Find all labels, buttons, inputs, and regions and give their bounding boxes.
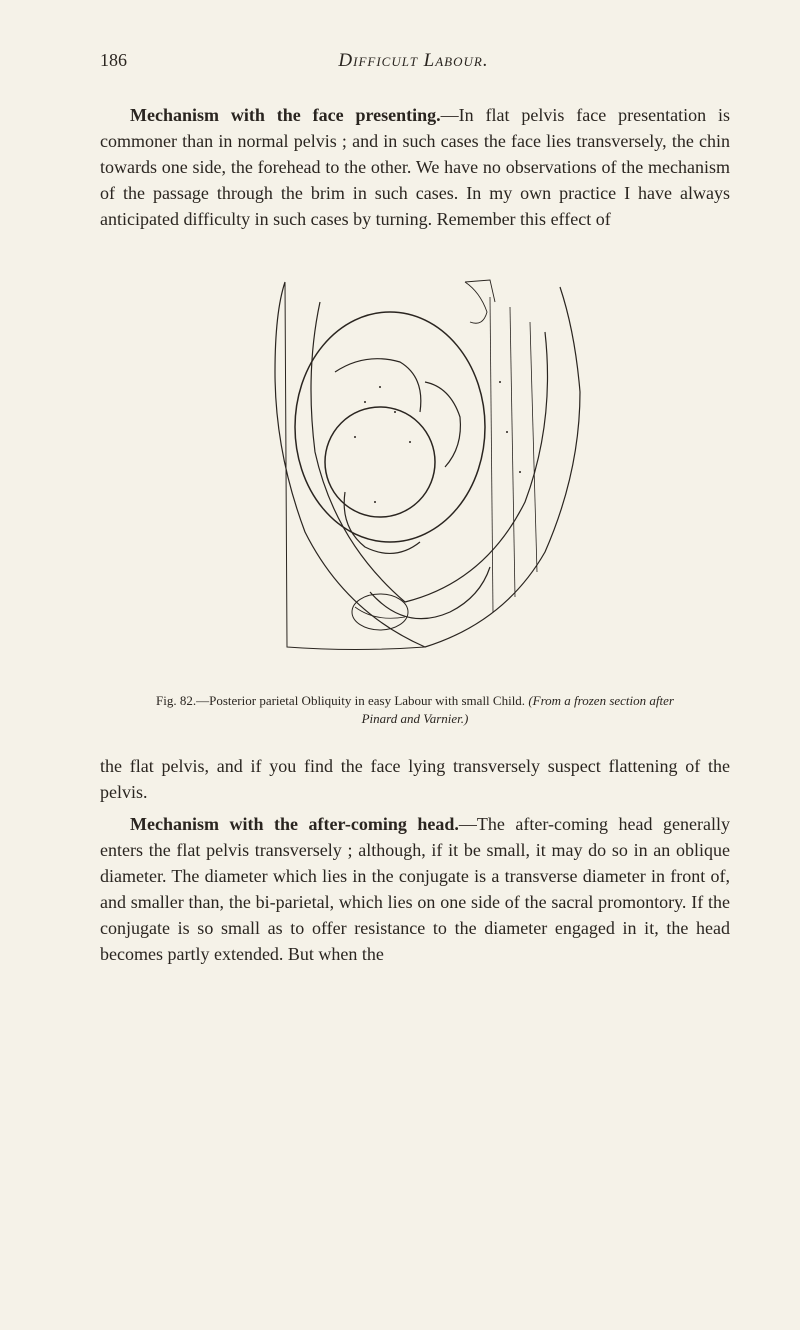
paragraph-3-text: —The after-coming head generally enters … (100, 814, 730, 964)
page-content: 186 Difficult Labour. Mechanism with the… (0, 0, 800, 1013)
header-title: Difficult Labour. (338, 50, 488, 72)
paragraph-3: Mechanism with the after-coming head.—Th… (100, 811, 730, 968)
figure-caption: Fig. 82.—Posterior parietal Obliquity in… (140, 692, 690, 727)
paragraph-2-text: the flat pelvis, and if you find the fac… (100, 756, 730, 802)
body-text-block-2: the flat pelvis, and if you find the fac… (100, 753, 730, 968)
paragraph-3-lead: Mechanism with the after-coming head. (130, 814, 459, 834)
figure-container (100, 252, 730, 677)
body-text-block: Mechanism with the face presenting.—In f… (100, 102, 730, 232)
page-header: 186 Difficult Labour. (100, 50, 730, 72)
paragraph-1-lead: Mechanism with the face presenting. (130, 105, 441, 125)
anatomical-figure (225, 252, 605, 672)
figure-caption-lead: Fig. 82.—Posterior parietal Obliquity in… (156, 693, 525, 708)
paragraph-2: the flat pelvis, and if you find the fac… (100, 753, 730, 805)
page-number: 186 (100, 50, 127, 71)
paragraph-1: Mechanism with the face presenting.—In f… (100, 102, 730, 232)
